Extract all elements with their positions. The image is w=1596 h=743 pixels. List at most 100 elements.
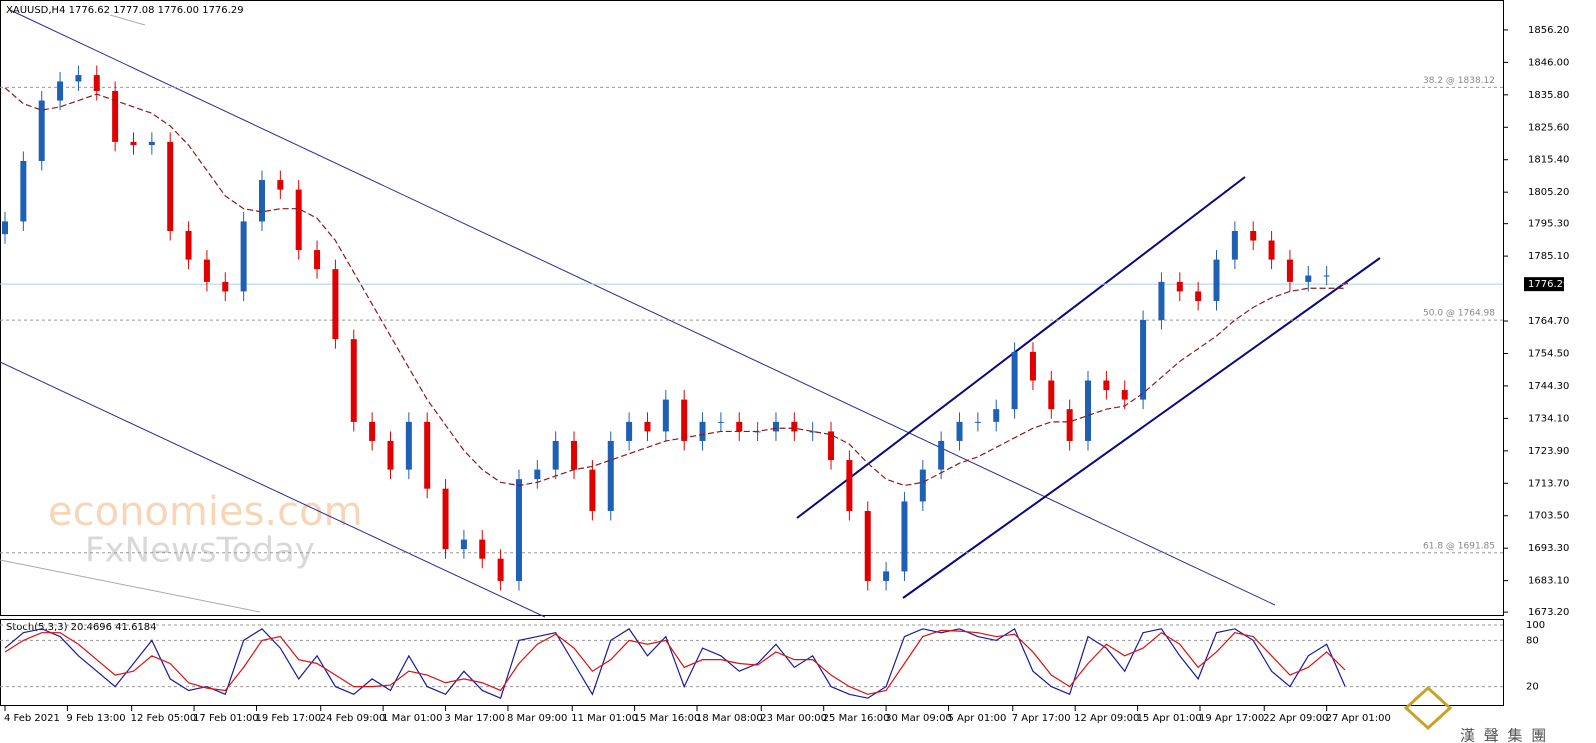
candle-body [2,221,8,235]
x-tick-label: 9 Feb 13:00 [66,713,125,724]
candle-body [167,141,174,231]
candle-body [20,160,27,222]
candle-body [791,421,798,432]
y-tick-label: 1825.60 [1528,122,1569,133]
candle-body [203,259,210,282]
candle-body [717,421,724,423]
candle-body [442,488,449,550]
candle-body [919,469,926,502]
candle-body [1342,283,1348,285]
x-tick-label: 30 Mar 09:00 [885,713,952,724]
candle-body [626,421,633,441]
candle-body [552,440,559,470]
x-tick-label: 18 Mar 08:00 [696,713,763,724]
candle-body [864,510,871,581]
x-tick-label: 3 Mar 17:00 [445,713,505,724]
y-tick-label: 1734.10 [1528,413,1569,424]
candle-body [1176,281,1183,292]
x-tick-label: 19 Feb 17:00 [255,713,321,724]
candle-body [974,421,981,423]
candle-body [369,421,376,441]
candle-body [736,421,743,432]
candle-body [1268,240,1275,260]
x-tick-label: 8 Mar 09:00 [507,713,567,724]
trend-line [109,14,146,26]
candle-body [93,75,100,91]
candle-body [589,469,596,511]
candle-body [534,469,541,480]
candle-body [1140,320,1147,400]
x-tick-label: 24 Feb 09:00 [320,713,386,724]
y-tick-label: 1673.20 [1528,607,1569,618]
candle-body [938,440,945,470]
candle-body [460,539,467,550]
x-tick-label: 12 Feb 05:00 [131,713,197,724]
logo-mark [1403,685,1453,731]
candle-body [185,230,192,260]
candle-body [240,221,247,292]
y-tick-label: 1846.00 [1528,57,1569,68]
candle-body [1213,259,1220,301]
trend-line [0,361,546,618]
x-tick-label: 27 Apr 01:00 [1326,713,1391,724]
candle-body [846,460,853,511]
candle-body [258,180,265,222]
candle-body [956,421,963,441]
candle-body [350,339,357,422]
y-tick-label: 1754.50 [1528,348,1569,359]
y-tick-label: 100 [1526,620,1545,631]
trend-line [0,559,261,613]
candle-body [1121,390,1128,400]
y-tick-label: 20 [1526,682,1539,693]
trend-lines [0,9,1381,618]
stoch-line [4,627,1346,699]
candle-body [1029,351,1036,381]
stoch-line [4,629,1346,695]
y-tick-label: 1815.40 [1528,155,1569,166]
candle-body [1048,380,1055,410]
chart-title: XAUUSD,H4 1776.62 1777.08 1776.00 1776.2… [6,5,244,16]
candle-body [1250,230,1257,241]
candle-body [295,189,302,251]
x-tick-label: 19 Apr 17:00 [1199,713,1264,724]
y-tick-label: 1744.30 [1528,381,1569,392]
candle-body [828,431,835,461]
logo: 漢 聲 集 團 [1403,685,1548,743]
fib-label: 50.0 @ 1764.98 [1423,309,1495,319]
x-tick-label: 17 Feb 01:00 [193,713,259,724]
candle-body [993,409,1000,422]
candle-body [405,421,412,470]
candle-body [277,180,284,190]
fib-label: 61.8 @ 1691.85 [1423,541,1495,551]
y-tick-label: 1856.20 [1528,25,1569,36]
moving-average [4,87,1345,487]
y-tick-label: 1835.80 [1528,90,1569,101]
candle-body [883,571,890,581]
x-tick-label: 25 Mar 16:00 [823,713,890,724]
candle-body [75,75,82,82]
y-tick-label: 80 [1526,635,1539,646]
x-tick-label: 4 Feb 2021 [4,713,60,724]
y-tick-label: 1693.30 [1528,543,1569,554]
candle-body [1305,275,1312,282]
candle-body [387,440,394,470]
y-tick-label: 1805.20 [1528,187,1569,198]
x-tick-label: 7 Apr 17:00 [1012,713,1071,724]
candle-body [479,539,486,559]
candle-body [644,421,651,432]
x-tick-label: 23 Mar 00:00 [760,713,827,724]
trend-line [9,9,1276,606]
candle-body [571,440,578,470]
price-pane [0,0,1504,616]
channel-line [796,176,1246,519]
channel-line [902,257,1381,599]
logo-text: 漢 聲 集 團 [1460,727,1548,743]
candle-body [1323,275,1330,277]
candle-body [1195,291,1202,301]
y-tick-label: 1785.10 [1528,251,1569,262]
candle-body [515,479,522,581]
candle-body [1011,351,1018,410]
y-tick-label: 1795.30 [1528,219,1569,230]
candle-body [112,90,119,142]
last-price-box [1524,277,1564,292]
